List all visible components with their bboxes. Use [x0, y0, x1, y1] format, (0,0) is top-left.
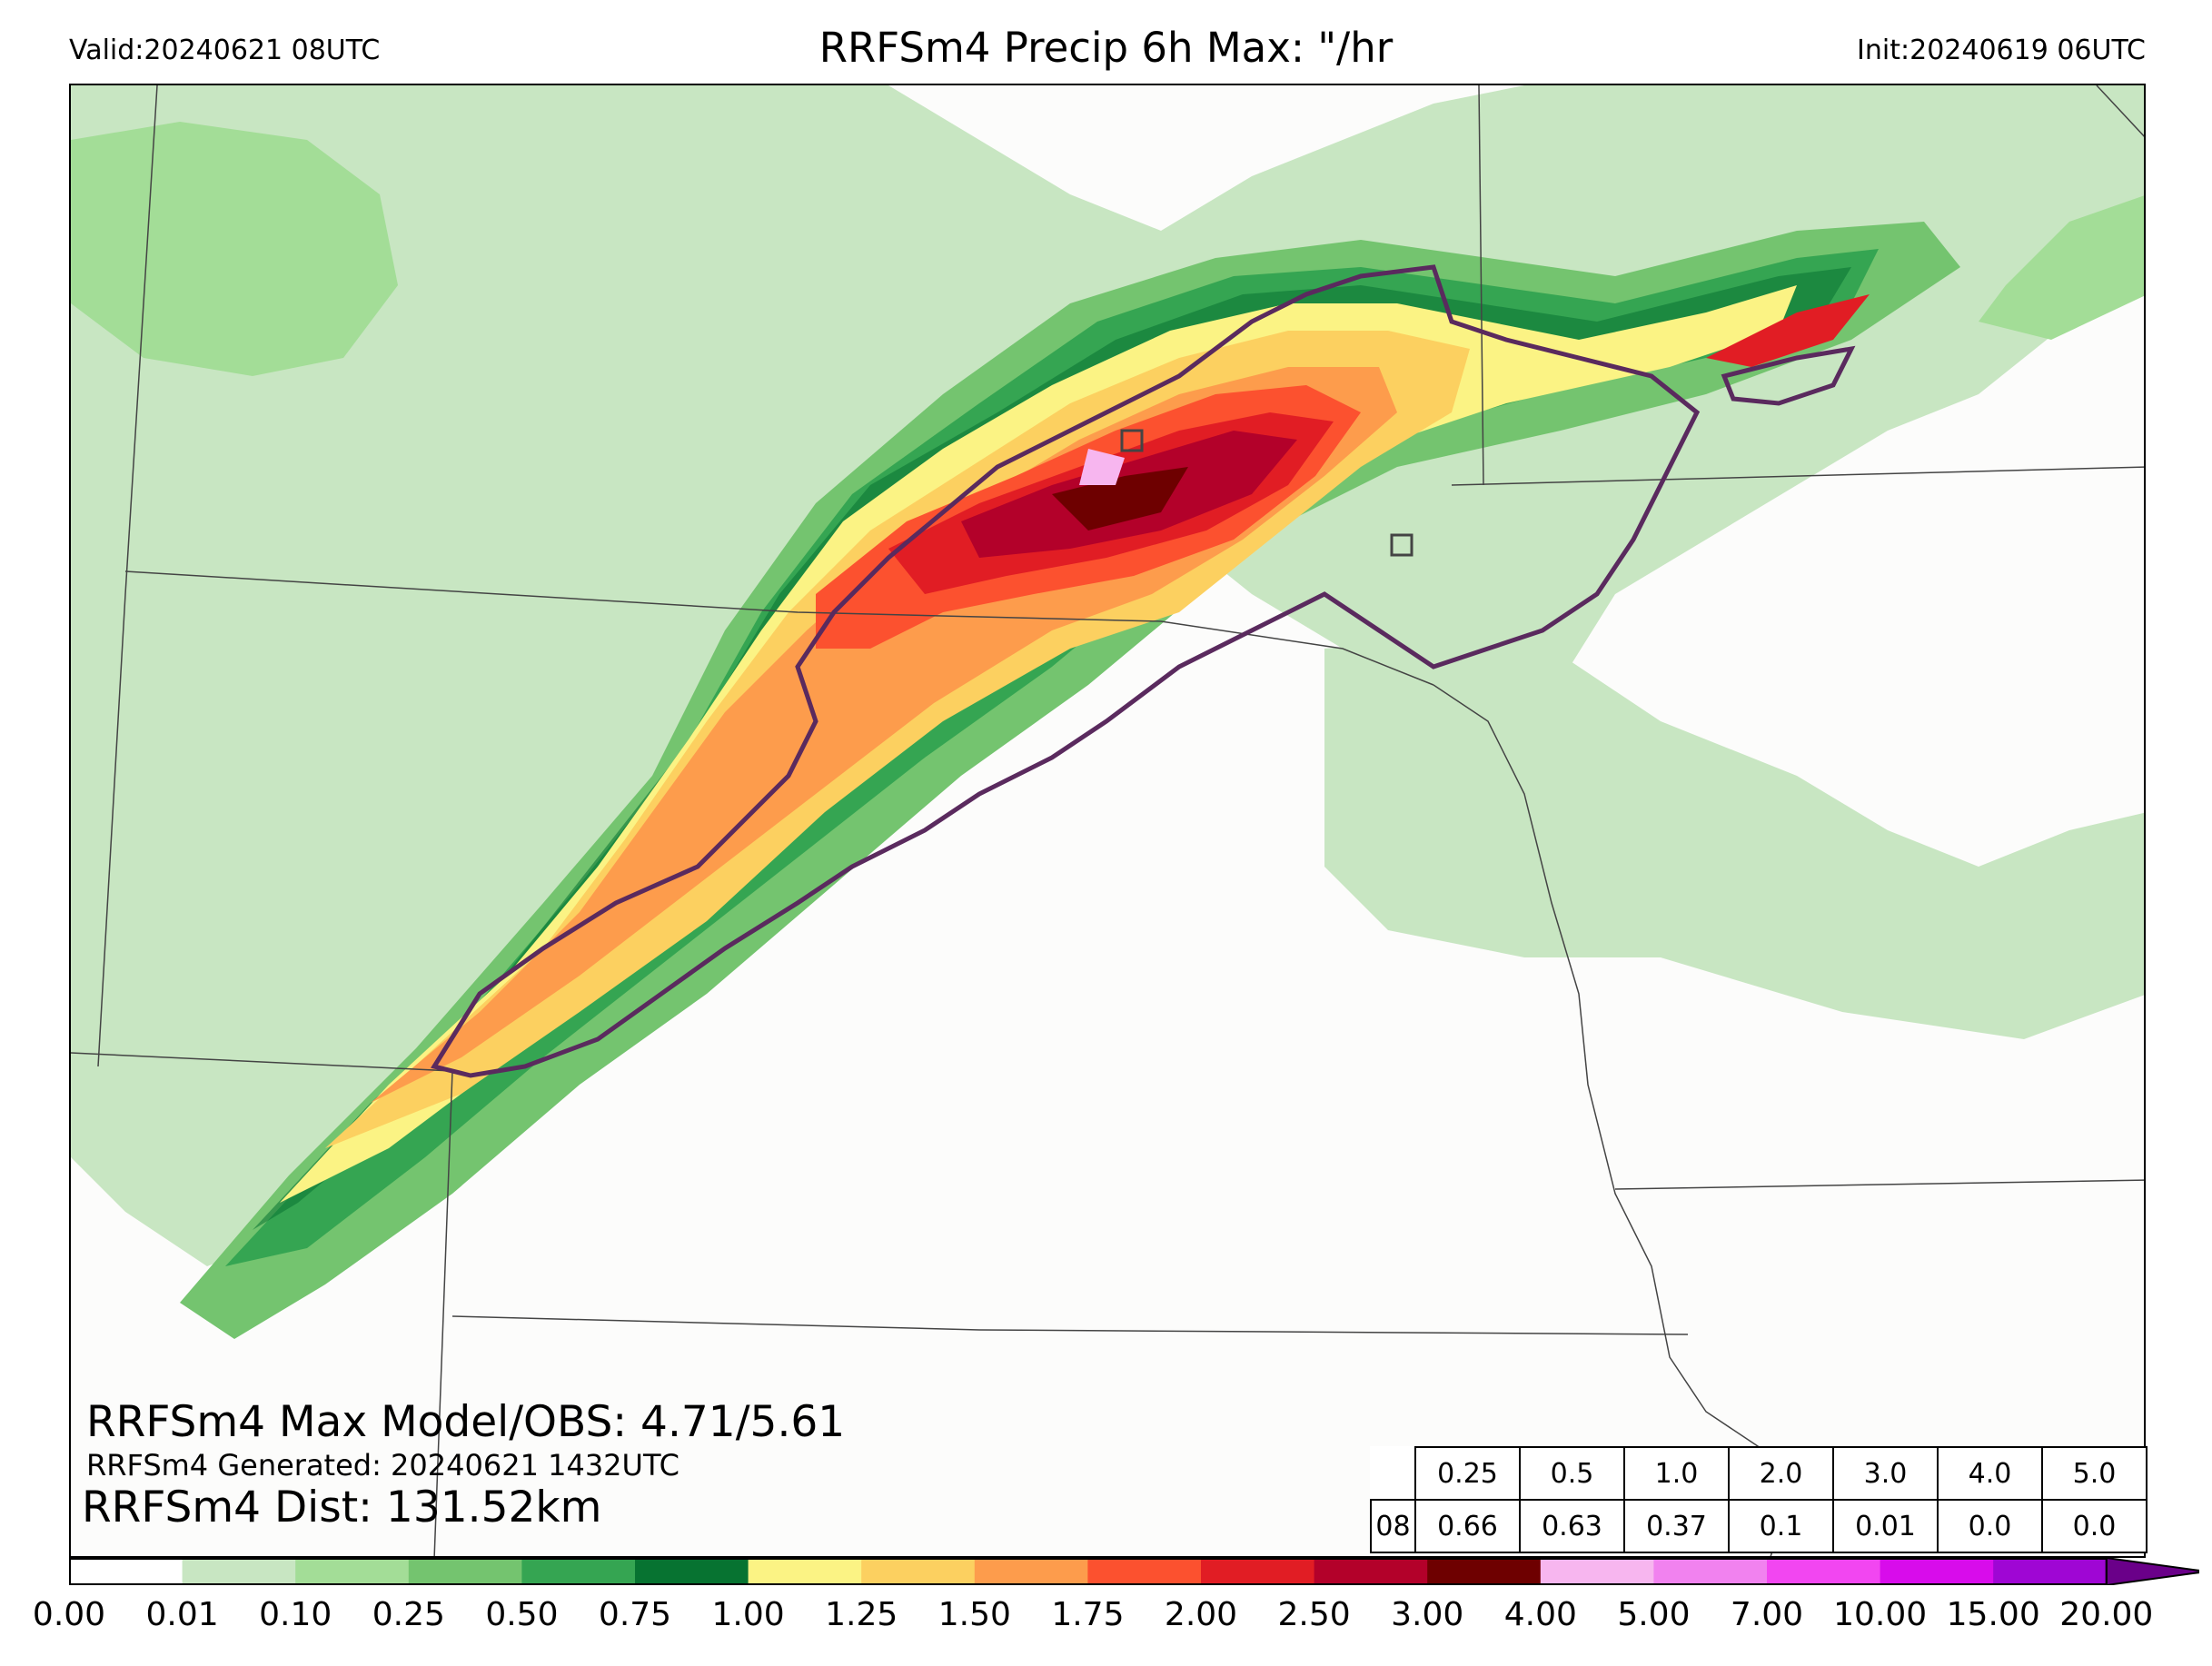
colorbar-tick-label: 4.00 — [1503, 1596, 1577, 1633]
valid-time: Valid:20240621 08UTC — [69, 35, 381, 66]
colorbar-tick-label: 1.00 — [711, 1596, 785, 1633]
observation-box-markers — [1120, 429, 1413, 557]
colorbar-segment — [1427, 1558, 1542, 1585]
value-cell: 0.37 — [1623, 1499, 1730, 1553]
colorbar-extend-arrow — [2105, 1558, 2199, 1585]
colorbar-segment — [1087, 1558, 1202, 1585]
colorbar-segment — [1993, 1558, 2108, 1585]
colorbar-segment — [1653, 1558, 1768, 1585]
precip-swath — [180, 222, 1960, 1339]
table-corner — [1371, 1447, 1415, 1500]
threshold-cell: 0.25 — [1414, 1446, 1521, 1501]
colorbar-tick-label: 0.50 — [485, 1596, 559, 1633]
threshold-cell: 1.0 — [1623, 1446, 1730, 1501]
value-cell: 0.1 — [1728, 1499, 1834, 1553]
colorbar-segment — [861, 1558, 976, 1585]
colorbar-tick-label: 1.75 — [1051, 1596, 1125, 1633]
map-title: RRFSm4 Precip 6h Max: "/hr — [818, 24, 1394, 72]
init-time: Init:20240619 06UTC — [1857, 35, 2146, 66]
threshold-cell: 2.0 — [1728, 1446, 1834, 1501]
threshold-table: 0.25 0.5 1.0 2.0 3.0 4.0 5.0 08 0.66 0.6… — [1370, 1446, 2148, 1553]
threshold-cell: 4.0 — [1937, 1446, 2043, 1501]
colorbar-segment — [1880, 1558, 1994, 1585]
distance-stat: RRFSm4 Dist: 131.52km — [82, 1483, 602, 1532]
colorbar-segment — [69, 1558, 184, 1585]
colorbar-segment — [182, 1558, 296, 1585]
colorbar-tick-label: 5.00 — [1617, 1596, 1691, 1633]
precip-map — [71, 85, 2144, 1556]
colorbar-tick-label: 2.50 — [1277, 1596, 1351, 1633]
colorbar-tick-label: 3.00 — [1391, 1596, 1464, 1633]
threshold-cell: 5.0 — [2041, 1446, 2148, 1501]
threshold-cell: 3.0 — [1832, 1446, 1939, 1501]
colorbar-segment — [295, 1558, 410, 1585]
colorbar-segment — [974, 1558, 1088, 1585]
colorbar-segment — [635, 1558, 749, 1585]
colorbar-outline — [69, 1558, 2108, 1585]
colorbar-tick-label: 10.00 — [1833, 1596, 1928, 1633]
colorbar-tick-label: 20.00 — [2059, 1596, 2154, 1633]
colorbar-tick-label: 0.25 — [372, 1596, 445, 1633]
value-cell: 0.0 — [2041, 1499, 2148, 1553]
threshold-header-row: 0.25 0.5 1.0 2.0 3.0 4.0 5.0 — [1371, 1446, 2148, 1501]
colorbar-segment — [1540, 1558, 1654, 1585]
colorbar-segment — [1767, 1558, 1881, 1585]
colorbar-tick-label: 0.75 — [598, 1596, 672, 1633]
colorbar-segment — [521, 1558, 636, 1585]
value-cell: 0.63 — [1519, 1499, 1625, 1553]
max-model-obs-stat: RRFSm4 Max Model/OBS: 4.71/5.61 — [86, 1397, 846, 1447]
value-cell: 0.66 — [1414, 1499, 1521, 1553]
colorbar-tick-label: 0.10 — [259, 1596, 332, 1633]
colorbar-tick-label: 0.01 — [145, 1596, 219, 1633]
observed-contour — [431, 264, 1856, 1078]
map-panel[interactable] — [69, 84, 2146, 1558]
colorbar-tick-label: 15.00 — [1946, 1596, 2040, 1633]
colorbar-tick-label: 1.25 — [825, 1596, 898, 1633]
generated-stat: RRFSm4 Generated: 20240621 1432UTC — [86, 1448, 679, 1483]
value-cell: 0.0 — [1937, 1499, 2043, 1553]
state-borders — [71, 85, 2144, 1556]
threshold-value-row: 08 0.66 0.63 0.37 0.1 0.01 0.0 0.0 — [1370, 1499, 2148, 1553]
threshold-cell: 0.5 — [1519, 1446, 1625, 1501]
colorbar-segment — [1201, 1558, 1315, 1585]
value-cell: 0.01 — [1832, 1499, 1939, 1553]
colorbar-segment — [1314, 1558, 1428, 1585]
colorbar-tick-label: 7.00 — [1730, 1596, 1804, 1633]
row-label: 08 — [1370, 1499, 1416, 1553]
colorbar — [69, 1558, 2199, 1585]
colorbar-tick-label: 2.00 — [1164, 1596, 1238, 1633]
colorbar-segment — [748, 1558, 862, 1585]
colorbar-tick-label: 1.50 — [937, 1596, 1011, 1633]
colorbar-tick-label: 0.00 — [32, 1596, 106, 1633]
colorbar-segment — [408, 1558, 522, 1585]
